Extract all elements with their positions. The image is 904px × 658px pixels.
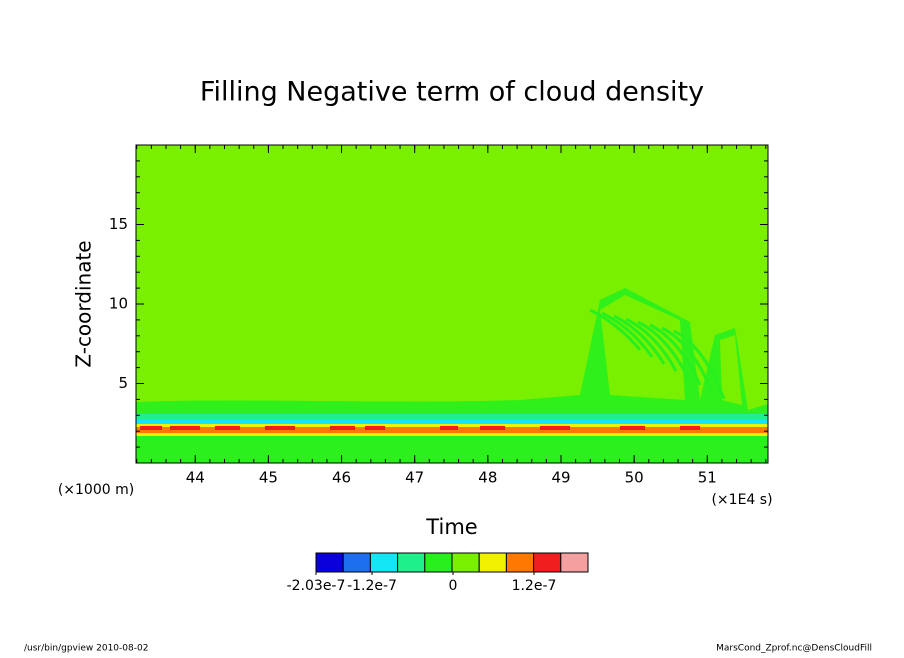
field-region [720,335,742,405]
field-streak [140,426,162,430]
x-tick-label: 50 [625,469,644,487]
x-tick-label: 46 [332,469,351,487]
chart-title: Filling Negative term of cloud density [200,77,704,108]
colorbar-swatch [478,552,507,573]
footer-left: /usr/bin/gpview 2010-08-02 [24,644,148,654]
field-streak [620,426,645,430]
y-axis-title: Z-coordinate [72,240,96,367]
x-tick-label: 45 [259,469,278,487]
colorbar-swatch [505,552,535,573]
contour-field [136,145,768,463]
field-streak [480,426,505,430]
colorbar-swatch [397,552,426,573]
x-unit-label: (×1E4 s) [711,492,772,508]
field-streak [625,317,678,372]
field-streak [589,308,642,351]
footer-right: MarsCond_Zprof.nc@DensCloudFill [716,644,872,654]
colorbar-tick-label: 0 [449,578,458,594]
field-streak [649,323,702,386]
field-band [136,420,768,425]
y-unit-label: (×1000 m) [58,482,134,498]
x-tick-label: 47 [405,469,424,487]
y-tick-label: 15 [109,215,128,233]
field-streak [637,320,690,379]
colorbar-swatch [451,552,480,573]
x-tick-label: 51 [698,469,717,487]
field-streak [613,314,666,365]
field-streak [440,426,458,430]
field-streak [170,426,200,430]
colorbar-tick-label: -1.2e-7 [347,578,397,594]
colorbar-swatch [342,552,371,573]
colorbar-tick-label: 1.2e-7 [512,578,557,594]
colorbar-swatch [369,552,399,573]
colorbar-swatch [315,552,344,573]
field-streak [330,426,355,430]
field-streak [215,426,240,430]
x-axis-title: Time [425,515,477,539]
field-streak [680,426,700,430]
field-band [136,436,768,463]
field-streak [540,426,570,430]
colorbar-tick-label: -2.03e-7 [287,578,346,594]
field-streak [673,329,726,400]
y-tick-label: 5 [118,374,128,392]
y-tick-label: 10 [109,295,128,313]
x-tick-label: 48 [478,469,497,487]
field-streak [661,326,714,393]
colorbar-swatch [533,552,562,573]
colorbar-swatch [560,552,589,573]
x-tick-label: 44 [186,469,205,487]
field-streak [265,426,295,430]
field-streak [365,426,385,430]
colorbar-swatch [424,552,453,573]
field-streak [601,311,654,358]
x-tick-label: 49 [551,469,570,487]
